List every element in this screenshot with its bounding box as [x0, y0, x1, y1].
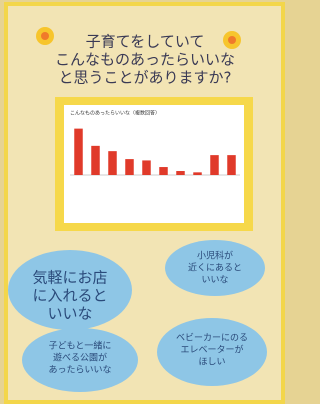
bar	[159, 167, 168, 175]
flower-right	[223, 31, 241, 49]
bubble-text: 近くにあると	[188, 262, 242, 274]
title-line: こんなものあったらいいな	[55, 51, 235, 69]
bar	[91, 146, 100, 175]
bar	[210, 155, 219, 175]
bubble-text: 子どもと一緒に	[49, 340, 112, 352]
bubble-text: 遊べる公園が	[53, 352, 107, 364]
bar	[108, 151, 117, 175]
title-line: と思うことがありますか?	[59, 69, 232, 87]
bar	[142, 160, 151, 175]
bar	[227, 155, 236, 175]
bubble-text: ベビーカーにのる	[176, 333, 248, 344]
bubble-text: あったらいいな	[48, 365, 111, 376]
chart-title: こんなものあったらいいな（複数回答）	[70, 110, 160, 117]
bubble-text: 小児科が	[197, 250, 233, 262]
bubble-text: いいな	[201, 275, 228, 286]
bar	[193, 172, 202, 175]
bar	[176, 171, 185, 175]
bubble-text: 気軽にお店	[32, 269, 107, 287]
bar	[74, 129, 83, 175]
bubble-text: ほしい	[198, 357, 225, 368]
bar	[125, 159, 134, 175]
title-line: 子育てをしていて	[86, 33, 205, 51]
bubble-text: エレベーターが	[180, 344, 243, 356]
bubble-text: いいな	[47, 305, 92, 323]
flower-left	[36, 27, 54, 45]
page: {"title": {"lines": ["子育てをしていて", "こんなものあ…	[0, 0, 289, 404]
bubble-text: に入れると	[32, 287, 107, 305]
